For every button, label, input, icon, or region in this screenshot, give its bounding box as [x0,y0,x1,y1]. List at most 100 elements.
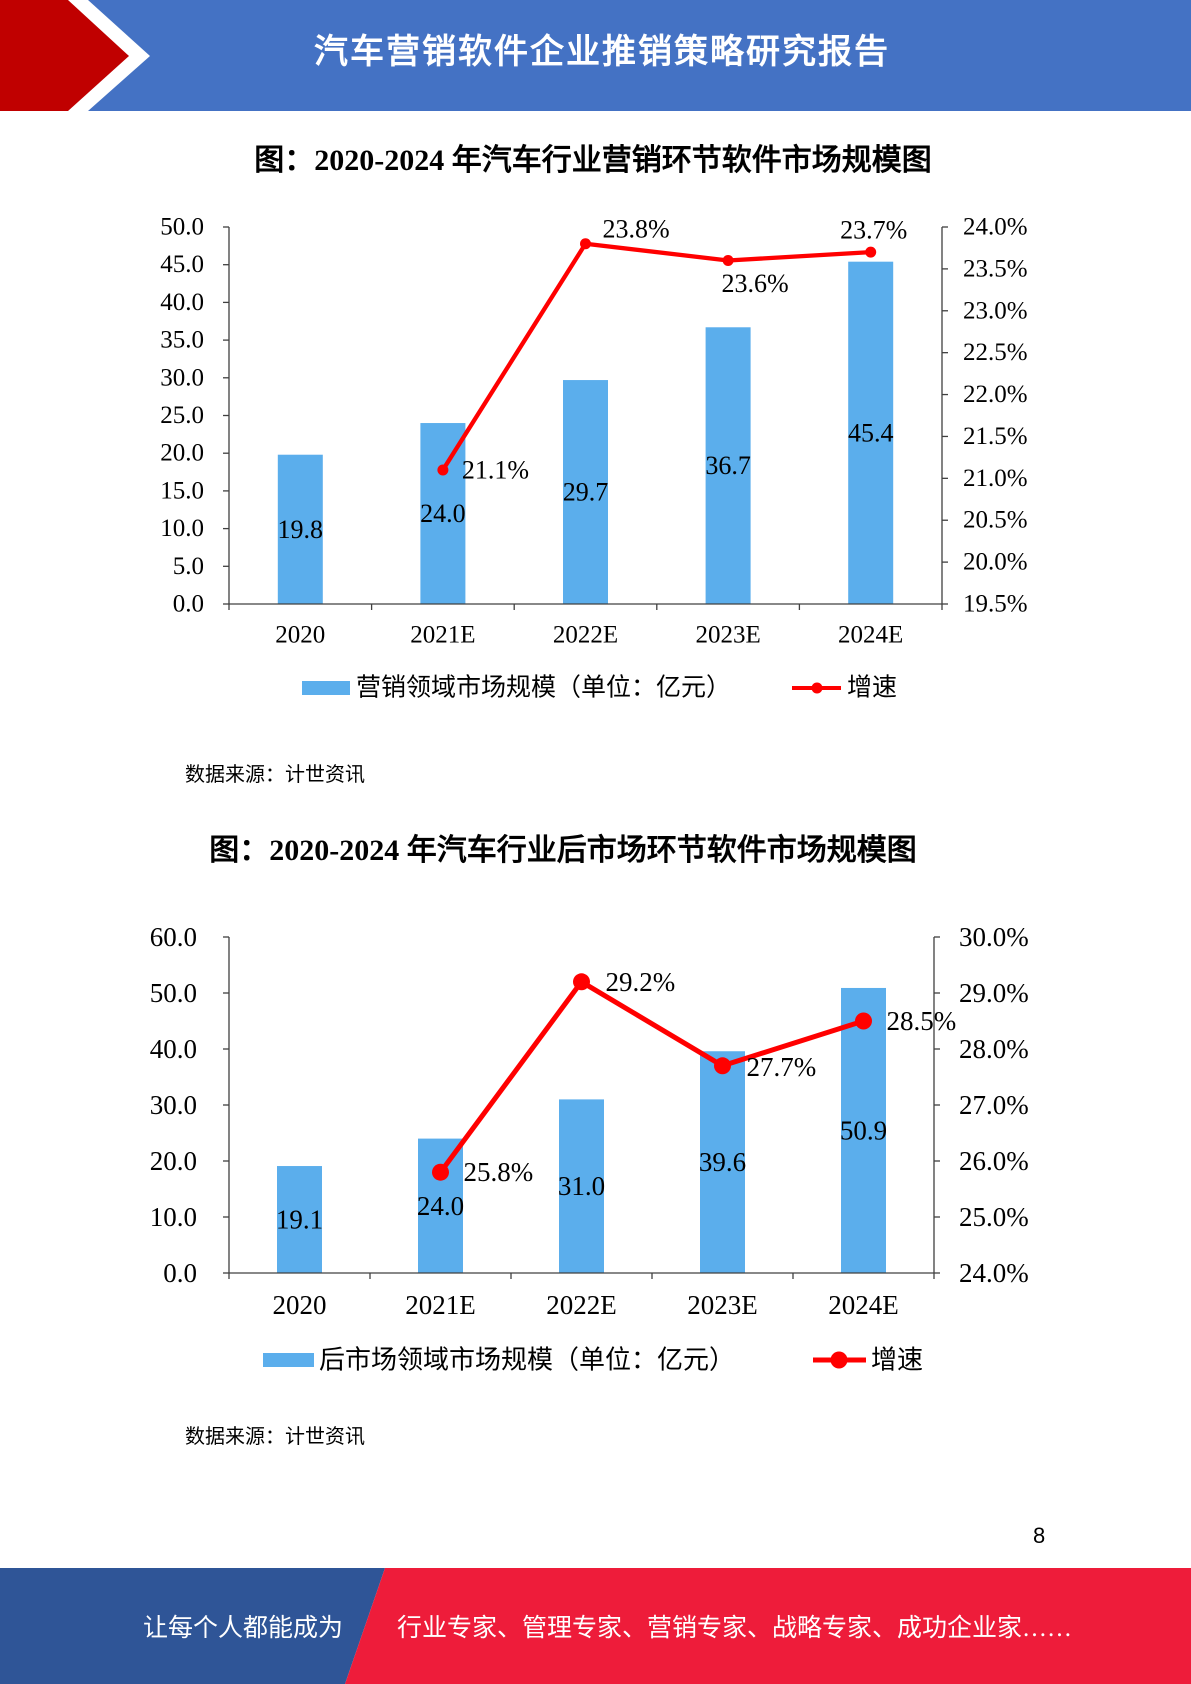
page-footer: 让每个人都能成为 行业专家、管理专家、营销专家、战略专家、成功企业家…… [0,1568,1191,1684]
y-axis-tick-label: 20.0 [160,440,204,467]
header-blue-band [0,0,1191,111]
bar-2022E [563,380,608,604]
x-axis-tick-label: 2021E [405,1290,476,1320]
y-axis-tick-label: 5.0 [173,553,204,580]
chart-2-legend: 后市场领域市场规模（单位：亿元） 增速 [263,1346,923,1375]
growth-point-2021E [432,1163,449,1181]
bar-2020 [277,454,323,604]
y2-axis-tick-label: 24.0% [959,1258,1029,1288]
growth-value-label: 27.7% [747,1052,817,1082]
bar-value-label: 50.9 [840,1115,887,1145]
x-axis-tick-label: 2023E [695,622,760,649]
y2-axis-tick-label: 25.0% [959,1202,1029,1232]
growth-series: 25.8% 29.2% 27.7% 28.5% [432,967,956,1187]
footer-lead-text: 让每个人都能成为 [143,1615,344,1642]
bar-2020 [277,1166,322,1273]
y-axis-tick-label: 15.0 [160,477,204,504]
y-axis-tick-label: 10.0 [150,1202,197,1232]
x-axis-tick-label: 2021E [410,622,475,649]
growth-value-label: 21.1% [462,455,529,484]
y2-axis-tick-label: 28.0% [959,1034,1029,1064]
legend-bar-label: 后市场领域市场规模（单位：亿元） [319,1346,735,1375]
growth-line [441,241,871,472]
growth-point-2023E [722,255,734,267]
y2-axis-tick-label: 29.0% [959,978,1029,1008]
growth-point-2023E [714,1057,731,1075]
bar-value-label: 45.4 [848,418,894,447]
bar-2023E [700,1051,745,1273]
y2-axis-tick-label: 27.0% [959,1090,1029,1120]
page-number: 8 [1033,1523,1046,1548]
bar-value-label: 39.6 [699,1147,746,1177]
bar-value-label: 24.0 [417,1191,464,1221]
growth-point-2024E [865,246,877,258]
footer-red-band [345,1568,1191,1684]
x-axis-tick-label: 2023E [687,1290,758,1320]
y2-axis-tick-label: 26.0% [959,1146,1029,1176]
legend-line-marker [811,682,823,694]
growth-point-2022E [580,238,591,250]
y2-axis-tick-label: 22.0% [963,381,1028,408]
x-axis-tick-label: 2024E [828,1290,899,1320]
bar-value-label: 31.0 [558,1171,605,1201]
chart-2-title: 图：2020-2024 年汽车行业后市场环节软件市场规模图 [209,834,917,867]
y-axis-tick-label: 45.0 [160,251,204,278]
page-header: 汽车营销软件企业推销策略研究报告 [0,0,1191,111]
bar-2024E [848,261,894,604]
bar-value-label: 24.0 [420,499,466,528]
y2-axis-tick-label: 21.0% [963,465,1028,492]
y-axis-tick-label: 30.0 [150,1090,197,1120]
y-axis-tick-label: 25.0 [160,402,204,429]
chart-axes: 0.0 10.0 20.0 30.0 40.0 50.0 60.0 24.0% 25.0% 26.… [150,922,1029,1320]
report-title: 汽车营销软件企业推销策略研究报告 [314,33,890,71]
y-axis-tick-label: 50.0 [150,978,197,1008]
y-axis-tick-label: 40.0 [150,1034,197,1064]
legend-line-label: 增速 [847,674,897,702]
growth-value-label: 23.8% [603,214,670,243]
bar-value-label: 19.8 [278,515,324,544]
header-banner [0,0,1191,111]
x-axis-tick-label: 2020 [275,622,325,649]
bar-2021E [418,1138,463,1273]
y2-axis-tick-label: 30.0% [959,922,1029,952]
y-axis-tick-label: 10.0 [160,515,204,542]
bar-2021E [420,423,466,604]
bar-series [277,261,894,604]
bar-2022E [559,1099,604,1273]
bar-2024E [841,987,886,1273]
y2-axis-tick-label: 23.5% [963,255,1028,282]
y2-axis-tick-label: 24.0% [963,214,1028,241]
growth-point-2022E [573,973,590,991]
chart-1-title: 图：2020-2024 年汽车行业营销环节软件市场规模图 [254,144,932,177]
chart-axes: 0.0 5.0 10.0 15.0 20.0 25.0 30.0 35.0 40.0 45.0 50… [160,214,1027,649]
y-axis-tick-label: 20.0 [150,1146,197,1176]
chart-2-source: 数据来源：计世资讯 [185,1426,365,1448]
chart-1-legend: 营销领域市场规模（单位：亿元） 增速 [302,674,897,702]
y2-axis-tick-label: 20.5% [963,507,1028,534]
growth-value-label: 29.2% [606,967,676,997]
legend-bar-swatch [263,1353,314,1367]
y-axis-tick-label: 0.0 [173,591,204,618]
legend-bar-label: 营销领域市场规模（单位：亿元） [356,674,731,702]
growth-line [438,979,865,1174]
chart-1: 营销领域市场规模（单位：亿元） 增速 0.0 5.0 10.0 15.0 20.0 25.… [160,214,1027,702]
footer-blue-band [0,1568,385,1684]
legend-line-marker [830,1351,848,1369]
growth-series: 21.1% 23.8% 23.6% 23.7% [437,214,907,484]
bar-value-label: 19.1 [276,1205,323,1235]
legend-line-label: 增速 [871,1346,923,1375]
footer-banner [0,1568,1191,1684]
growth-point-2024E [855,1012,872,1030]
y-axis-tick-label: 60.0 [150,922,197,952]
bar-value-label: 29.7 [563,478,609,507]
y2-axis-tick-label: 21.5% [963,423,1028,450]
bar-value-labels: 19.1 24.0 31.0 39.6 50.9 [276,1115,887,1234]
legend-bar-swatch [302,681,350,695]
x-axis-tick-label: 2024E [838,622,903,649]
y2-axis-tick-label: 19.5% [963,591,1028,618]
x-axis-tick-label: 2022E [546,1290,617,1320]
y-axis-tick-label: 40.0 [160,289,204,316]
footer-tagline: 行业专家、管理专家、营销专家、战略专家、成功企业家…… [397,1615,1073,1642]
bar-series [277,987,886,1273]
bar-value-labels: 19.8 24.0 29.7 36.7 45.4 [278,418,894,544]
